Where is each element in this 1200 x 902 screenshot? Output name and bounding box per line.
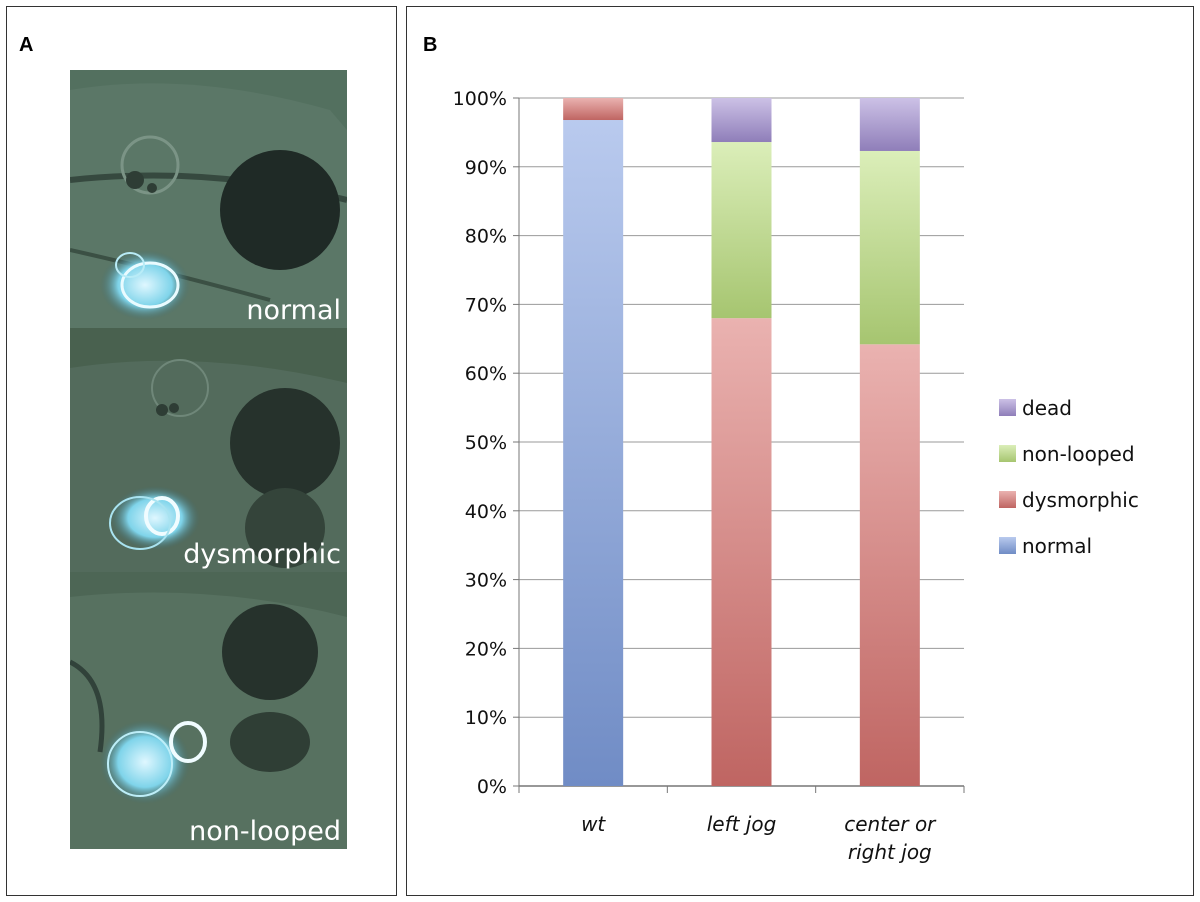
y-tick-label: 80% [465, 226, 507, 248]
legend-swatch-dead [999, 399, 1016, 416]
y-tick-label: 100% [453, 88, 507, 110]
y-tick-label: 60% [465, 363, 507, 385]
bar-segment-dysmorphic [563, 98, 624, 121]
embryo-image-non-looped: non-looped [70, 572, 347, 849]
bar-segment-non-looped [711, 142, 772, 319]
bar-segment-dysmorphic [859, 344, 920, 786]
y-tick-label: 30% [465, 570, 507, 592]
legend-label-dead: dead [1022, 396, 1072, 420]
embryo-label-dysmorphic: dysmorphic [183, 539, 341, 570]
legend-swatch-dysmorphic [999, 491, 1016, 508]
label-layer: 0% 10% 20% 30% 40% 50% 60% 70% 80% 90% 100% wt left … [453, 88, 938, 864]
panel-b: B 0% 10% 20% 30% 40% 50% 60% 70% 80% 90% 100% wt lef… [406, 6, 1194, 896]
x-category-label: center or [844, 812, 937, 836]
legend-label-non-looped: non-looped [1022, 442, 1135, 466]
y-tick-label: 0% [477, 776, 507, 798]
y-tick-label: 70% [465, 294, 507, 316]
embryo-image-normal: normal [70, 70, 347, 328]
embryo-label-normal: normal [246, 295, 341, 326]
y-tick-label: 50% [465, 432, 507, 454]
legend-label-dysmorphic: dysmorphic [1022, 488, 1139, 512]
panel-a: A normal [6, 6, 397, 896]
legend-swatch-non-looped [999, 445, 1016, 462]
embryo-image-dysmorphic: dysmorphic [70, 328, 347, 572]
embryo-label-non-looped: non-looped [189, 816, 341, 847]
bar-segment-dead [859, 98, 920, 151]
x-category-label: wt [581, 812, 606, 836]
y-tick-label: 10% [465, 707, 507, 729]
y-tick-label: 90% [465, 157, 507, 179]
bar-segment-non-looped [859, 150, 920, 345]
x-category-label: right jog [848, 840, 932, 864]
y-tick-label: 20% [465, 638, 507, 660]
bar-segment-dysmorphic [711, 318, 772, 786]
legend-layer: dead non-looped dysmorphic normal [999, 396, 1139, 558]
bar-segment-normal [563, 120, 624, 787]
bar-layer [563, 98, 920, 787]
legend-swatch-normal [999, 537, 1016, 554]
stacked-bar-chart: 0% 10% 20% 30% 40% 50% 60% 70% 80% 90% 100% wt left … [453, 88, 1139, 864]
legend-label-normal: normal [1022, 534, 1092, 558]
panel-b-letter: B [423, 34, 438, 56]
x-category-label: left jog [707, 812, 777, 836]
y-tick-label: 40% [465, 501, 507, 523]
bar-segment-dead [711, 98, 772, 143]
panel-a-letter: A [19, 34, 34, 56]
